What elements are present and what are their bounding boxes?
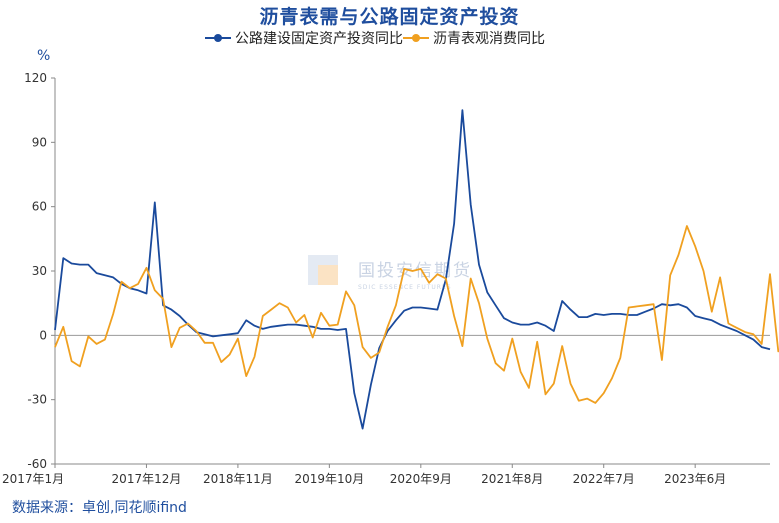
x-tick-label: 2021年8月: [481, 472, 543, 486]
legend-swatch-highway: [205, 34, 231, 42]
series-line-highway-investment: [54, 109, 771, 430]
legend-label-asphalt: 沥青表观消费同比: [433, 31, 545, 47]
legend-item-highway: 公路建设固定资产投资同比: [205, 28, 403, 48]
y-tick-label: -60: [27, 457, 47, 471]
legend-item-asphalt: 沥青表观消费同比: [403, 28, 545, 48]
x-tick-label: 2022年7月: [573, 472, 635, 486]
chart-legend: 公路建设固定资产投资同比 沥青表观消费同比: [205, 28, 545, 48]
y-tick-label: -30: [27, 393, 47, 407]
y-tick-label: 0: [39, 328, 47, 342]
x-tick-label: 2017年12月: [112, 472, 182, 486]
axes: -60 -30 0 30 60 90 120 2017年1月 2017年12月 2018年11月 2…: [2, 71, 770, 486]
series-line-asphalt-consumption: [54, 225, 779, 404]
legend-label-highway: 公路建设固定资产投资同比: [235, 31, 403, 47]
watermark-logo-accent: [318, 265, 338, 285]
x-tick-label: 2023年6月: [664, 472, 726, 486]
y-axis-unit: %: [37, 48, 51, 64]
chart-title: 沥青表需与公路固定资产投资: [259, 6, 520, 28]
x-tick-label: 2020年9月: [390, 472, 452, 486]
x-tick-label: 2019年10月: [294, 472, 364, 486]
x-tick-label: 2018年11月: [203, 472, 273, 486]
data-source: 数据来源：卓创,同花顺ifind: [12, 500, 187, 516]
y-tick-label: 120: [24, 71, 47, 85]
watermark-sub: SDIC ESSENCE FUTURES: [358, 284, 452, 291]
y-tick-label: 60: [32, 200, 47, 214]
legend-swatch-asphalt: [403, 34, 429, 42]
series-lines: [54, 109, 779, 430]
x-tick-label: 2017年1月: [2, 472, 64, 486]
y-tick-label: 90: [32, 135, 47, 149]
y-tick-label: 30: [32, 264, 47, 278]
